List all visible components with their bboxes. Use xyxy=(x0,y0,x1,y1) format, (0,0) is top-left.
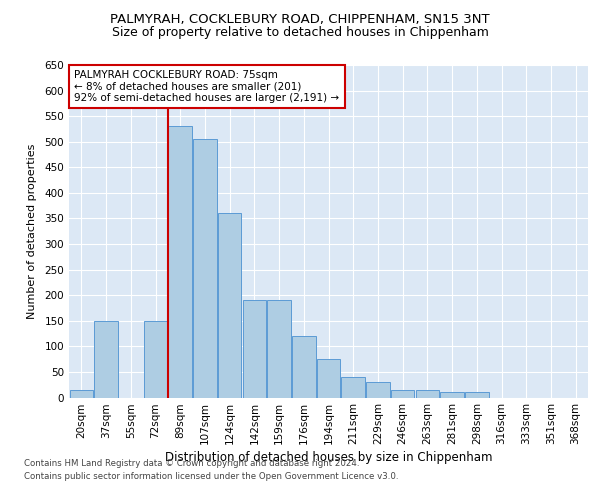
Text: Size of property relative to detached houses in Chippenham: Size of property relative to detached ho… xyxy=(112,26,488,39)
Bar xyxy=(317,359,340,398)
Text: Contains public sector information licensed under the Open Government Licence v3: Contains public sector information licen… xyxy=(24,472,398,481)
Bar xyxy=(366,382,389,398)
Y-axis label: Number of detached properties: Number of detached properties xyxy=(28,144,37,319)
X-axis label: Distribution of detached houses by size in Chippenham: Distribution of detached houses by size … xyxy=(165,452,492,464)
Bar xyxy=(268,300,291,398)
Bar xyxy=(169,126,192,398)
Bar xyxy=(341,377,365,398)
Bar xyxy=(465,392,488,398)
Text: Contains HM Land Registry data © Crown copyright and database right 2024.: Contains HM Land Registry data © Crown c… xyxy=(24,459,359,468)
Bar xyxy=(193,139,217,398)
Text: PALMYRAH COCKLEBURY ROAD: 75sqm
← 8% of detached houses are smaller (201)
92% of: PALMYRAH COCKLEBURY ROAD: 75sqm ← 8% of … xyxy=(74,70,340,103)
Bar xyxy=(440,392,464,398)
Bar xyxy=(416,390,439,398)
Bar xyxy=(242,300,266,398)
Bar xyxy=(70,390,93,398)
Bar xyxy=(144,321,167,398)
Bar xyxy=(218,214,241,398)
Bar xyxy=(94,321,118,398)
Text: PALMYRAH, COCKLEBURY ROAD, CHIPPENHAM, SN15 3NT: PALMYRAH, COCKLEBURY ROAD, CHIPPENHAM, S… xyxy=(110,12,490,26)
Bar xyxy=(391,390,415,398)
Bar xyxy=(292,336,316,398)
